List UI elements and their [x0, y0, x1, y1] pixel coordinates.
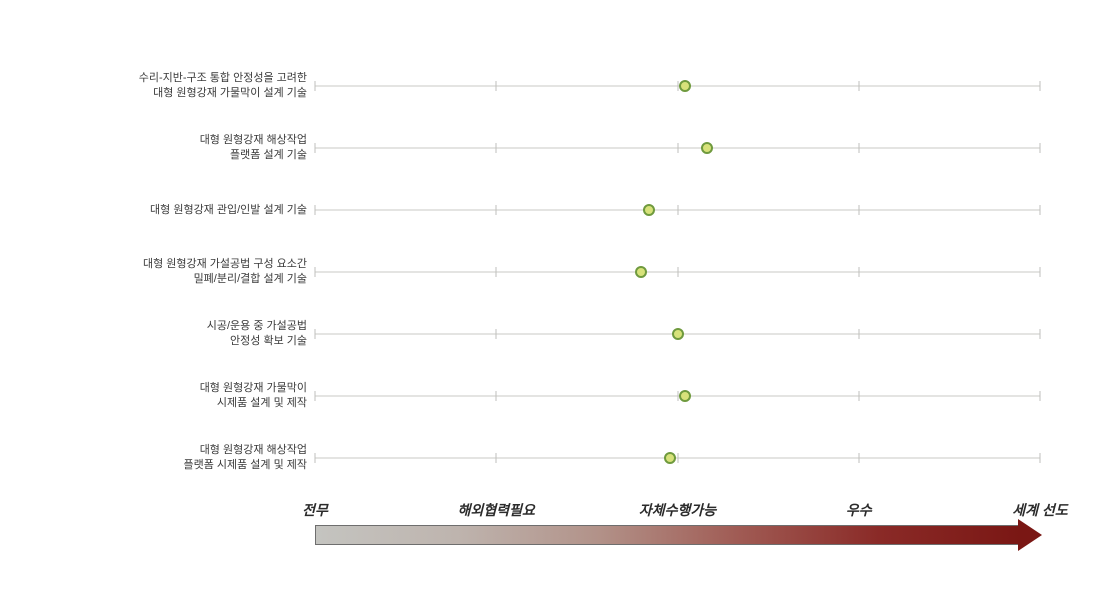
- row-label: 대형 원형강재 가설공법 구성 요소간밀폐/분리/결합 설계 기술: [100, 257, 315, 287]
- chart-row: 시공/운용 중 가설공법안정성 확보 기술: [100, 303, 1040, 365]
- tick: [1040, 391, 1041, 401]
- row-label: 대형 원형강재 가물막이시제품 설계 및 제작: [100, 381, 315, 411]
- tick: [858, 205, 859, 215]
- axis-label: 전무: [302, 500, 328, 520]
- tick: [1040, 143, 1041, 153]
- arrow-head-icon: [1018, 519, 1042, 551]
- row-label-line: 안정성 확보 기술: [100, 334, 307, 349]
- gradient-fill: [315, 525, 1020, 545]
- tick: [1040, 453, 1041, 463]
- row-track: [315, 241, 1040, 303]
- row-label-line: 밀폐/분리/결합 설계 기술: [100, 272, 307, 287]
- value-marker: [672, 328, 684, 340]
- value-marker: [643, 204, 655, 216]
- row-track: [315, 365, 1040, 427]
- tick: [858, 143, 859, 153]
- row-track: [315, 55, 1040, 117]
- row-label-line: 대형 원형강재 관입/인발 설계 기술: [100, 203, 307, 218]
- row-label: 대형 원형강재 관입/인발 설계 기술: [100, 203, 315, 218]
- row-track: [315, 303, 1040, 365]
- row-track: [315, 427, 1040, 489]
- row-label-line: 플랫폼 설계 기술: [100, 148, 307, 163]
- tick: [496, 205, 497, 215]
- row-label-line: 시공/운용 중 가설공법: [100, 319, 307, 334]
- tick: [315, 143, 316, 153]
- gradient-arrow: [315, 525, 1040, 545]
- value-marker: [701, 142, 713, 154]
- dot-plot-chart: 수리-지반-구조 통합 안정성을 고려한대형 원형강재 가물막이 설계 기술대형…: [100, 55, 1040, 489]
- tick: [858, 81, 859, 91]
- tick: [858, 391, 859, 401]
- tick: [315, 391, 316, 401]
- row-label-line: 대형 원형강재 가물막이 설계 기술: [100, 86, 307, 101]
- chart-row: 수리-지반-구조 통합 안정성을 고려한대형 원형강재 가물막이 설계 기술: [100, 55, 1040, 117]
- row-track: [315, 117, 1040, 179]
- row-label-line: 시제품 설계 및 제작: [100, 396, 307, 411]
- tick: [677, 453, 678, 463]
- tick: [496, 143, 497, 153]
- tick: [858, 329, 859, 339]
- tick: [1040, 267, 1041, 277]
- row-label-line: 대형 원형강재 가물막이: [100, 381, 307, 396]
- tick: [315, 267, 316, 277]
- axis-label: 우수: [846, 500, 872, 520]
- gradient-bar: [315, 525, 1040, 545]
- chart-row: 대형 원형강재 해상작업플랫폼 시제품 설계 및 제작: [100, 427, 1040, 489]
- tick: [677, 205, 678, 215]
- row-label-line: 대형 원형강재 해상작업: [100, 443, 307, 458]
- tick: [315, 329, 316, 339]
- tick: [677, 143, 678, 153]
- tick: [496, 391, 497, 401]
- axis-label: 세계 선도: [1012, 500, 1067, 520]
- tick: [677, 267, 678, 277]
- tick: [1040, 205, 1041, 215]
- value-marker: [679, 390, 691, 402]
- value-marker: [635, 266, 647, 278]
- row-label-line: 대형 원형강재 해상작업: [100, 133, 307, 148]
- tick: [315, 205, 316, 215]
- axis-label: 자체수행가능: [639, 500, 716, 520]
- chart-row: 대형 원형강재 가설공법 구성 요소간밀폐/분리/결합 설계 기술: [100, 241, 1040, 303]
- row-label: 수리-지반-구조 통합 안정성을 고려한대형 원형강재 가물막이 설계 기술: [100, 71, 315, 101]
- row-label: 대형 원형강재 해상작업플랫폼 시제품 설계 및 제작: [100, 443, 315, 473]
- chart-row: 대형 원형강재 관입/인발 설계 기술: [100, 179, 1040, 241]
- tick: [496, 329, 497, 339]
- tick: [496, 267, 497, 277]
- value-marker: [679, 80, 691, 92]
- tick: [858, 453, 859, 463]
- chart-row: 대형 원형강재 가물막이시제품 설계 및 제작: [100, 365, 1040, 427]
- row-label-line: 플랫폼 시제품 설계 및 제작: [100, 458, 307, 473]
- tick: [496, 81, 497, 91]
- row-label-line: 대형 원형강재 가설공법 구성 요소간: [100, 257, 307, 272]
- tick: [315, 453, 316, 463]
- value-marker: [664, 452, 676, 464]
- row-label: 시공/운용 중 가설공법안정성 확보 기술: [100, 319, 315, 349]
- row-label-line: 수리-지반-구조 통합 안정성을 고려한: [100, 71, 307, 86]
- tick: [496, 453, 497, 463]
- tick: [1040, 81, 1041, 91]
- tick: [858, 267, 859, 277]
- row-label: 대형 원형강재 해상작업플랫폼 설계 기술: [100, 133, 315, 163]
- tick: [1040, 329, 1041, 339]
- row-track: [315, 179, 1040, 241]
- tick: [315, 81, 316, 91]
- chart-row: 대형 원형강재 해상작업플랫폼 설계 기술: [100, 117, 1040, 179]
- axis-label: 해외협력필요: [458, 500, 535, 520]
